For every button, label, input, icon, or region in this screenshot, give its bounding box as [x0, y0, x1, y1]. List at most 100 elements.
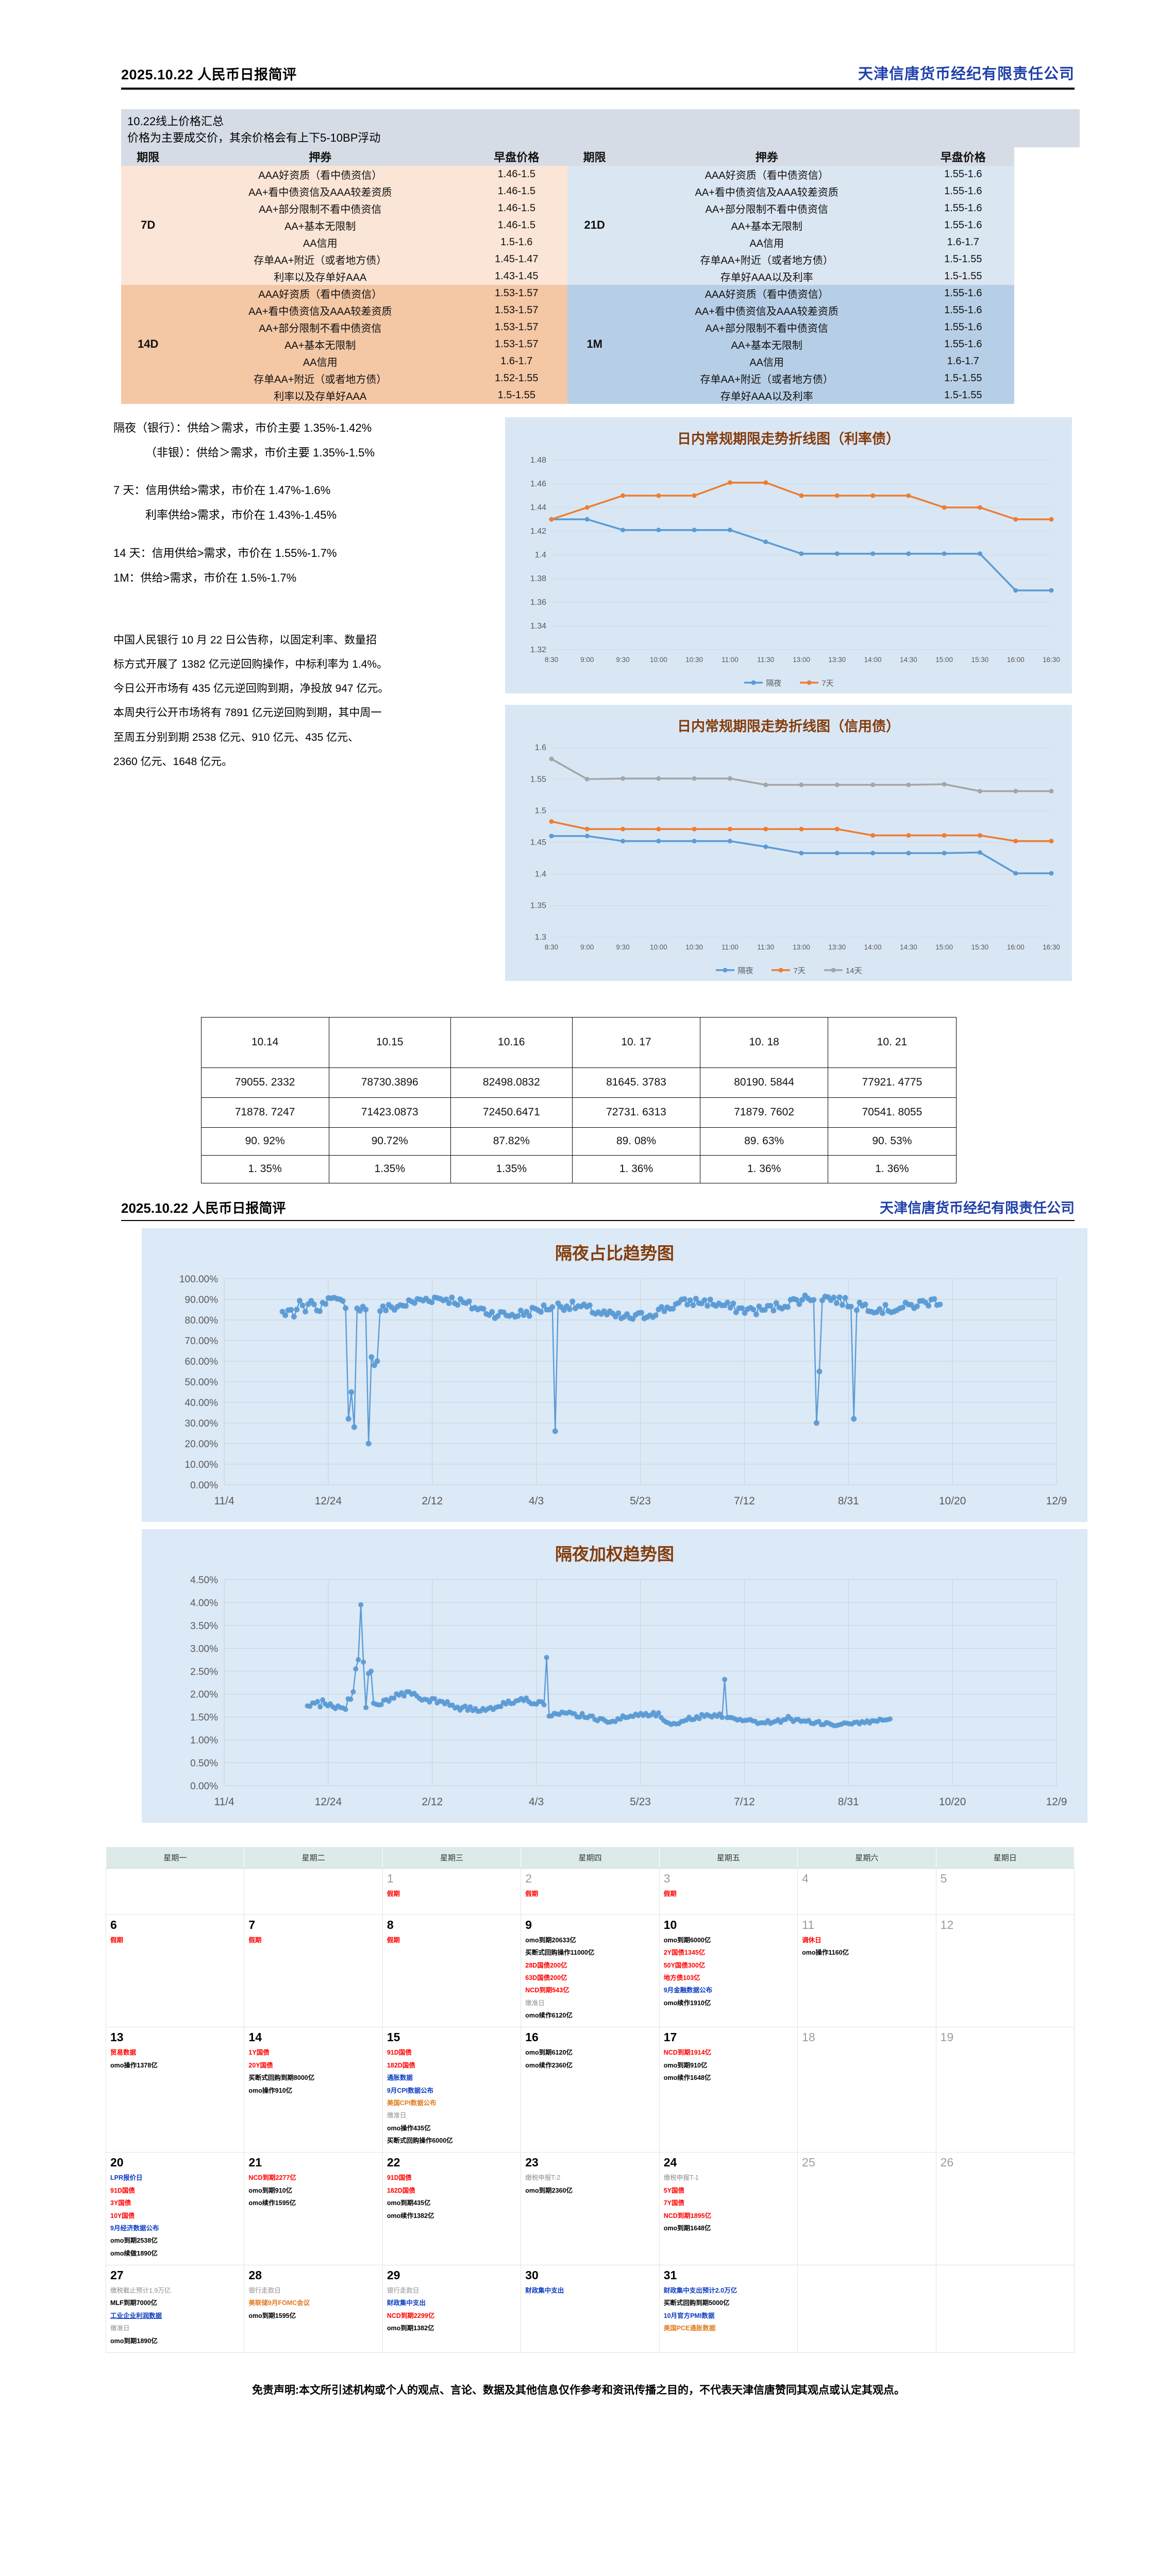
price-value-left: 1.53-1.57: [465, 335, 568, 353]
calendar-day-cell[interactable]: 22 91D国债 182D国债 omo到期435亿 omo续作1382亿: [382, 2152, 522, 2266]
calendar-day-cell[interactable]: 27 缴税截止预计1.9万亿 MLF到期7000亿 工业企业利润数据 缴准日 omo到期1…: [105, 2265, 245, 2353]
calendar-day-cell[interactable]: 10 omo到期6000亿 2Y国债1345亿 50Y国债300亿 地方债103亿 9月金…: [659, 1914, 798, 2028]
calendar-day-cell[interactable]: 2 假期: [521, 1868, 660, 1915]
calendar-event: omo操作910亿: [248, 2087, 293, 2094]
calendar-event: 银行走款日: [248, 2287, 281, 2295]
svg-text:11:00: 11:00: [722, 943, 739, 951]
calendar-day-cell[interactable]: 1 假期: [382, 1868, 522, 1915]
svg-text:1.55: 1.55: [530, 775, 546, 784]
svg-text:9:00: 9:00: [580, 943, 594, 951]
price-term-left: [121, 352, 175, 370]
price-value-right: 1.6-1.7: [912, 233, 1014, 251]
svg-text:1.38: 1.38: [530, 574, 546, 583]
svg-text:16:00: 16:00: [1007, 943, 1025, 951]
calendar-event: omo到期2360亿: [525, 2187, 573, 2194]
svg-text:2.00%: 2.00%: [190, 1689, 218, 1700]
paragraph-line-4: 至周五分别到期 2538 亿元、910 亿元、435 亿元、: [113, 731, 359, 743]
calendar-event: 地方债103亿: [663, 1974, 700, 1981]
svg-text:7/12: 7/12: [734, 1796, 755, 1808]
calendar-day-cell[interactable]: 23 缴税申报T-2 omo到期2360亿: [521, 2152, 660, 2266]
calendar-day-cell[interactable]: 26: [935, 2152, 1075, 2266]
svg-text:20.00%: 20.00%: [185, 1439, 219, 1450]
price-term-left: [121, 284, 175, 302]
price-table-body: AAA好资质（看中债资信） 1.46-1.5 AAA好资质（看中债资信） 1.55-1…: [121, 165, 1014, 404]
svg-text:16:30: 16:30: [1043, 656, 1060, 664]
calendar-day-cell[interactable]: 31 财政集中支出预计2.0万亿 买断式回购到期5000亿 10月官方PMI数据 美国P…: [659, 2265, 798, 2353]
calendar-day-cell[interactable]: [935, 2265, 1075, 2353]
chart-title-credit-bond: 日内常规期限走势折线图（信用债）: [677, 718, 900, 734]
calendar-day-cell[interactable]: 19: [935, 2027, 1075, 2153]
disclaimer-text: 免责声明:本文所引述机构或个人的观点、言论、数据及其他信息仅作参考和资讯传播之目…: [252, 2384, 905, 2396]
price-collateral-right: AA信用: [621, 233, 912, 251]
svg-text:10:00: 10:00: [650, 656, 667, 664]
calendar-event: omo操作1378亿: [110, 2061, 158, 2069]
price-collateral-left: AA信用: [175, 233, 466, 251]
document-header: 2025.10.22 人民币日报简评 天津信唐货币经纪有限责任公司: [0, 0, 1157, 83]
calendar-day-cell[interactable]: 6 假期: [105, 1914, 245, 2028]
calendar-day-cell[interactable]: 5: [935, 1868, 1075, 1915]
svg-text:0.50%: 0.50%: [190, 1758, 218, 1769]
calendar-day-number: 27: [110, 2268, 124, 2282]
calendar-day-cell[interactable]: 17 NCD到期1914亿 omo到期910亿 omo续作1648亿: [659, 2027, 798, 2153]
calendar-event: 缴准日: [525, 1999, 545, 2007]
report-title-2: 2025.10.22 人民币日报简评: [121, 1200, 286, 1216]
price-value-left: 1.52-1.55: [465, 369, 568, 387]
calendar-day-number: 17: [663, 2030, 677, 2044]
calendar-day-number: 31: [663, 2268, 677, 2282]
price-row: AAA好资质（看中债资信） 1.53-1.57 AAA好资质（看中债资信） 1.55-…: [121, 284, 1014, 302]
calendar-day-cell[interactable]: [797, 2265, 936, 2353]
calendar-day-cell[interactable]: 12: [935, 1914, 1075, 2028]
calendar-event: 工业企业利润数据: [110, 2312, 162, 2319]
calendar-day-cell[interactable]: 20 LPR报价日 91D国债 3Y国债 10Y国债 9月经济数据公布 omo到期2538亿…: [105, 2152, 245, 2266]
price-term-right: [567, 233, 622, 251]
calendar-day-number: 21: [248, 2156, 262, 2170]
calendar-day-cell[interactable]: 7 假期: [244, 1914, 383, 2028]
calendar-day-cell[interactable]: 9 omo到期20633亿 买断式回购操作11000亿 28D国债200亿 63D国债2…: [521, 1914, 660, 2028]
svg-text:1.45: 1.45: [530, 838, 546, 847]
volume-data-cell: 89. 08%: [572, 1127, 701, 1156]
calendar-day-cell[interactable]: 4: [797, 1868, 936, 1915]
calendar-day-number: 19: [940, 2030, 954, 2044]
calendar-weekday-4: 星期四: [521, 1846, 660, 1869]
calendar-event: 买断式回购操作11000亿: [525, 1949, 595, 1957]
calendar-day-number: 24: [663, 2156, 677, 2170]
legend-credit-bond: 隔夜 7天 14天: [505, 965, 1072, 976]
volume-data-cell: 87.82%: [450, 1127, 573, 1156]
calendar-day-cell[interactable]: [105, 1868, 245, 1915]
volume-data-cell: 71879. 7602: [700, 1097, 829, 1128]
calendar-event: NCD到期543亿: [525, 1987, 569, 1994]
calendar-event: 182D国债: [387, 2061, 415, 2069]
calendar-day-cell[interactable]: 3 假期: [659, 1868, 798, 1915]
paragraph-line-3: 本周央行公开市场将有 7891 亿元逆回购到期，其中周一: [113, 707, 382, 719]
calendar-day-cell[interactable]: 28 银行走款日 美联储9月FOMC会议 omo到期1595亿: [244, 2265, 383, 2353]
calendar-day-cell[interactable]: 11 调休日 omo操作1160亿: [797, 1914, 936, 2028]
volume-data-cell: 80190. 5844: [700, 1067, 829, 1098]
svg-text:4.00%: 4.00%: [190, 1598, 218, 1608]
price-collateral-left: AA+看中债资信及AAA较差资质: [175, 182, 466, 200]
calendar-day-cell[interactable]: 18: [797, 2027, 936, 2153]
calendar-event: 美国PCE通胀数据: [663, 2325, 716, 2332]
calendar-day-cell[interactable]: 30 财政集中支出: [521, 2265, 660, 2353]
price-summary-caption: 10.22线上价格汇总 价格为主要成交价，其余价格会有上下5-10BP浮动: [121, 109, 1080, 147]
calendar-day-cell[interactable]: 13 贸易数据 omo操作1378亿: [105, 2027, 245, 2153]
calendar-day-number: 5: [940, 1871, 947, 1885]
calendar-day-cell[interactable]: 15 91D国债 182D国债 通胀数据 9月CPI数据公布 美国CPI数据公布 缴准日 om…: [382, 2027, 522, 2153]
price-term-right: [567, 267, 622, 285]
calendar-day-cell[interactable]: 21 NCD到期2277亿 omo到期910亿 omo续作1595亿: [244, 2152, 383, 2266]
calendar-day-cell[interactable]: [244, 1868, 383, 1915]
price-term-right: [567, 352, 622, 370]
calendar-day-cell[interactable]: 29 银行走款日 财政集中支出 NCD到期2299亿 omo到期1382亿: [382, 2265, 522, 2353]
calendar-day-cell[interactable]: 14 1Y国债 20Y国债 买断式回购到期8000亿 omo操作910亿: [244, 2027, 383, 2153]
calendar-day-cell[interactable]: 24 缴税申报T-1 5Y国债 7Y国债 NCD到期1895亿 omo到期1648亿: [659, 2152, 798, 2266]
price-value-right: 1.55-1.6: [912, 284, 1014, 302]
intraday-charts-column: 日内常规期限走势折线图（利率债） 1.48 1.46 1.44 1.42 1.4 1.38…: [505, 417, 1072, 981]
calendar-event: 5Y国债: [663, 2187, 684, 2194]
market-notes-list: 隔夜（银行）：供给＞需求，市价主要 1.35%-1.42% （非银）：供给＞需求，…: [113, 417, 505, 589]
calendar-day-cell[interactable]: 25: [797, 2152, 936, 2266]
calendar-day-cell[interactable]: 16 omo到期6120亿 omo续作2360亿: [521, 2027, 660, 2153]
legend-item-7天: 7天: [770, 965, 806, 976]
svg-text:13:30: 13:30: [828, 656, 846, 664]
rate-bond-svg: 1.48 1.46 1.44 1.42 1.4 1.38 1.36 1.34 1.32 8:30 9…: [530, 456, 1060, 664]
calendar-day-cell[interactable]: 8 假期: [382, 1914, 522, 2028]
chart-intraday-rate-bond: 日内常规期限走势折线图（利率债） 1.48 1.46 1.44 1.42 1.4 1.38…: [505, 417, 1072, 693]
